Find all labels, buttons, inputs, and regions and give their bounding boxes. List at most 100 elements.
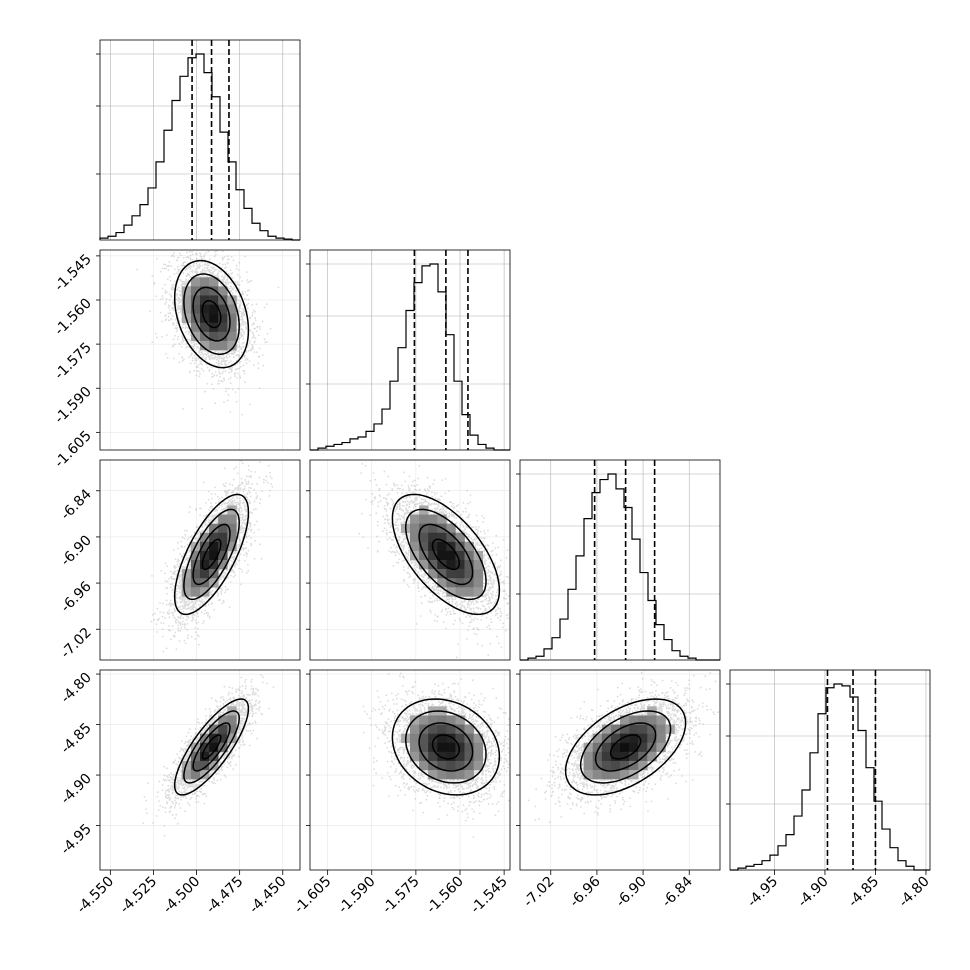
density-cell xyxy=(209,340,219,351)
density-cell xyxy=(419,523,429,534)
density-cell xyxy=(437,751,447,762)
density-cell xyxy=(464,760,474,771)
density-cell xyxy=(428,550,438,561)
density-cell xyxy=(190,304,201,314)
hist-panel-2 xyxy=(516,459,721,661)
density-panel-3-1 xyxy=(306,669,511,871)
density-cell xyxy=(190,770,201,780)
density-cell xyxy=(638,715,648,725)
x-tick-label: -6.90 xyxy=(613,874,650,911)
y-tick-label: -4.90 xyxy=(58,771,95,808)
contour-line xyxy=(579,710,672,784)
density-cell xyxy=(437,742,447,753)
density-cell xyxy=(629,733,639,744)
panel-frame xyxy=(99,249,301,451)
density-cell xyxy=(190,277,201,287)
y-tick-label: -1.575 xyxy=(52,340,95,383)
contour-line xyxy=(173,259,250,369)
x-tick-label: -1.590 xyxy=(335,874,378,917)
contour-line xyxy=(418,722,474,772)
density-cell xyxy=(209,751,219,762)
density-cell xyxy=(647,724,657,734)
density-panel-3-2 xyxy=(516,669,721,871)
panel-frame xyxy=(99,669,301,871)
x-tick-label: -6.96 xyxy=(567,873,604,910)
density-panel-1-0 xyxy=(96,249,301,451)
panel-frame xyxy=(99,39,301,241)
x-tick-label: -7.02 xyxy=(521,874,558,911)
density-cell xyxy=(209,550,219,561)
density-cell xyxy=(464,569,474,579)
contour-line xyxy=(431,538,461,571)
density-cell xyxy=(455,760,465,771)
contour-line xyxy=(173,493,250,616)
density-cell xyxy=(629,742,639,753)
density-cell xyxy=(428,514,438,524)
density-cell xyxy=(227,724,237,734)
density-cell xyxy=(410,541,420,552)
panel-frame xyxy=(309,249,511,451)
density-cell xyxy=(437,532,447,543)
density-cell xyxy=(455,587,465,597)
density-cell xyxy=(218,322,228,333)
density-cell xyxy=(437,569,447,579)
density-cell xyxy=(428,724,438,734)
density-cell xyxy=(419,541,429,552)
density-cell xyxy=(410,751,420,762)
contour-line xyxy=(201,734,222,760)
density-cell xyxy=(629,724,639,734)
density-panel-2-0 xyxy=(96,459,301,661)
contour-line xyxy=(183,710,240,784)
density-cell xyxy=(200,569,210,579)
panel-frame xyxy=(309,669,511,871)
density-cell xyxy=(656,724,666,734)
y-tick-label: -6.90 xyxy=(58,532,95,569)
density-cell xyxy=(437,770,447,780)
density-cell xyxy=(610,751,621,762)
density-cell xyxy=(419,550,429,561)
density-cell xyxy=(181,587,192,597)
density-cell xyxy=(446,587,456,597)
density-cell xyxy=(647,715,657,725)
density-cell xyxy=(437,578,447,588)
density-cell xyxy=(227,733,237,744)
y-tick-label: -4.85 xyxy=(58,720,95,757)
density-cell xyxy=(410,514,420,524)
density-cell xyxy=(446,733,456,744)
density-cell xyxy=(218,304,228,314)
density-cell xyxy=(428,770,438,780)
density-cell xyxy=(464,578,474,588)
x-tick-label: -4.525 xyxy=(117,874,160,917)
density-cell xyxy=(190,322,201,333)
density-cell xyxy=(455,715,465,725)
density-cell xyxy=(218,715,228,725)
density-cell xyxy=(209,331,219,342)
density-cell xyxy=(583,751,594,762)
hist-panel-0 xyxy=(96,39,301,241)
density-cell xyxy=(428,523,438,534)
y-tick-label: -6.84 xyxy=(58,486,95,523)
density-cell xyxy=(620,724,630,734)
density-cell xyxy=(410,724,420,734)
density-cell xyxy=(190,295,201,305)
density-cell xyxy=(181,569,192,579)
density-cell xyxy=(190,286,201,296)
y-tick-label: -7.02 xyxy=(58,625,95,662)
density-cell xyxy=(200,541,210,552)
density-cell xyxy=(227,541,237,552)
density-cell xyxy=(464,770,474,780)
x-tick-label: -4.85 xyxy=(845,874,882,911)
density-cell xyxy=(446,569,456,579)
density-cell xyxy=(419,742,429,753)
density-cell xyxy=(218,550,228,561)
density-panel-2-1 xyxy=(306,459,511,661)
density-cell xyxy=(647,751,657,762)
density-cell xyxy=(446,550,456,561)
contour-line xyxy=(431,734,461,760)
density-cell xyxy=(227,340,237,351)
density-cell xyxy=(455,560,465,570)
density-cell xyxy=(638,733,648,744)
y-tick-label: -1.545 xyxy=(52,251,95,294)
density-cell xyxy=(601,770,612,780)
